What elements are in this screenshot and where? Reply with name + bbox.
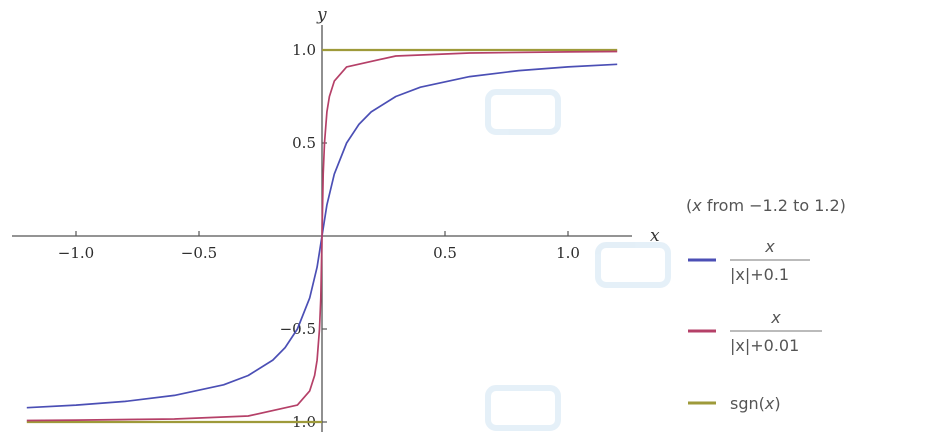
- legend-series-2-numerator: x: [770, 308, 781, 327]
- legend-series-2-denominator: |x|+0.01: [730, 336, 799, 355]
- x-tick-label-1: −0.5: [181, 244, 217, 262]
- series-layer: [26, 48, 618, 424]
- legend-series-3-label: sgn(x): [730, 394, 781, 413]
- watermark-marks: [485, 89, 671, 431]
- x-axis-label: x: [650, 226, 660, 246]
- legend-series-3-var: x: [764, 394, 775, 413]
- legend-series-1-denominator: |x|+0.1: [730, 265, 789, 284]
- x-tick-label-3: 1.0: [556, 244, 580, 262]
- x-axis-ticks: −1.0 −0.5 0.5 1.0: [58, 231, 580, 262]
- legend-series-3-func: sgn(: [730, 394, 765, 413]
- legend-range-note: (x from −1.2 to 1.2): [686, 196, 846, 215]
- legend-range-text: from −1.2 to 1.2: [707, 196, 840, 215]
- y-axis-label: y: [316, 5, 327, 25]
- x-tick-label-0: −1.0: [58, 244, 94, 262]
- y-tick-label-0: 1.0: [292, 41, 316, 59]
- series-2-curve: [26, 50, 618, 422]
- x-tick-label-2: 0.5: [433, 244, 457, 262]
- y-tick-label-1: 0.5: [292, 134, 316, 152]
- legend-series-1-numerator: x: [764, 237, 775, 256]
- legend-series-3-close: ): [774, 394, 780, 413]
- legend: (x from −1.2 to 1.2) x |x|+0.1 x |x|+0.0…: [686, 196, 846, 413]
- legend-range-var: x: [691, 196, 702, 215]
